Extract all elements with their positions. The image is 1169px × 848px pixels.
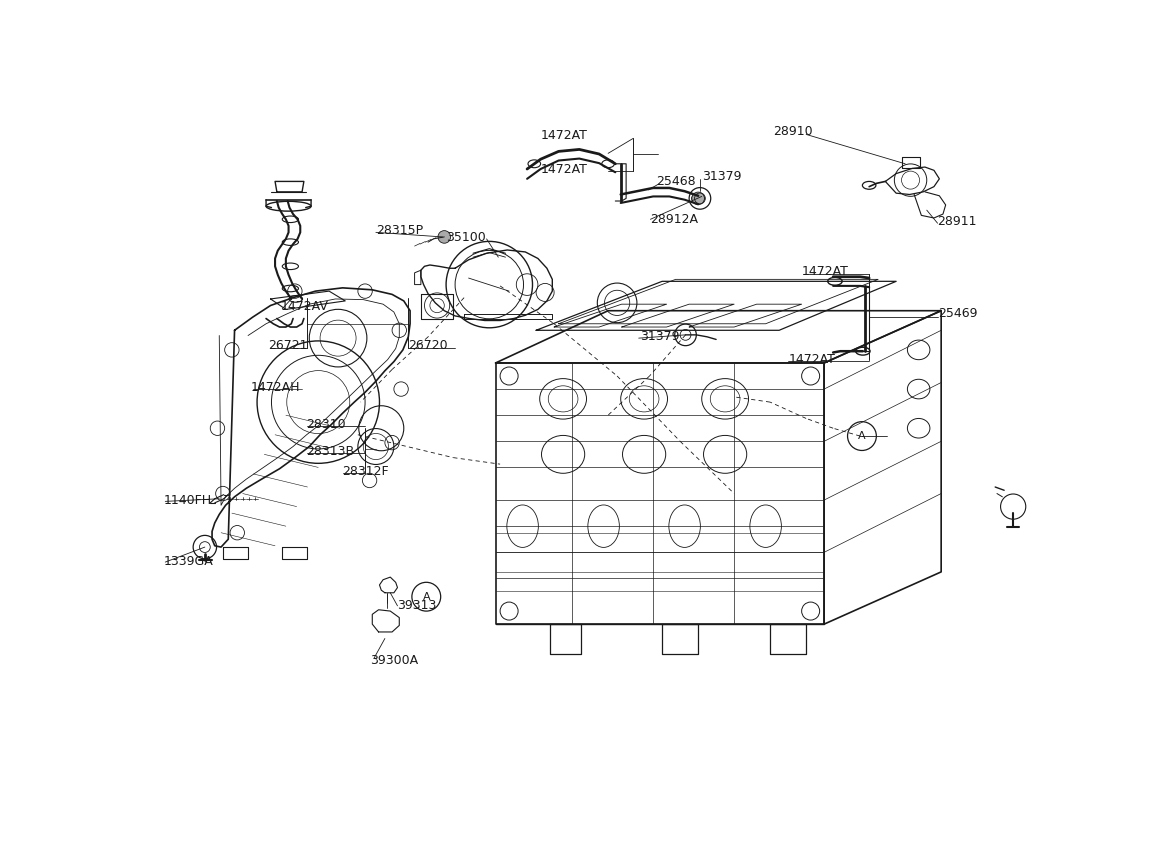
Text: 39300A: 39300A (371, 654, 419, 667)
Text: 28312F: 28312F (341, 466, 388, 478)
Text: 31379: 31379 (701, 170, 741, 182)
Text: 1339GA: 1339GA (164, 555, 213, 568)
Text: 35100: 35100 (447, 231, 486, 244)
Text: 1472AH: 1472AH (251, 382, 300, 394)
Text: 1472AT: 1472AT (789, 353, 836, 366)
Text: 1472AT: 1472AT (540, 129, 588, 142)
Text: 28911: 28911 (938, 215, 977, 228)
Text: 39313: 39313 (397, 600, 437, 612)
Text: 1140FH: 1140FH (164, 494, 212, 506)
Text: 25468: 25468 (656, 175, 696, 188)
Text: 1472AT: 1472AT (802, 265, 849, 278)
Text: 26721: 26721 (268, 339, 307, 353)
Text: A: A (422, 592, 430, 602)
Text: 28315P: 28315P (376, 224, 423, 237)
Text: 28313B: 28313B (306, 444, 354, 458)
Text: 26720: 26720 (408, 339, 448, 353)
Text: 28310: 28310 (306, 418, 346, 431)
Text: 31379: 31379 (639, 331, 679, 343)
Circle shape (438, 231, 450, 243)
Text: A: A (858, 431, 866, 441)
Circle shape (692, 192, 705, 204)
Text: 28910: 28910 (773, 126, 812, 138)
Text: 1472AV: 1472AV (281, 300, 328, 313)
Text: 25469: 25469 (939, 308, 978, 321)
Text: 28912A: 28912A (650, 213, 698, 226)
Text: 1472AT: 1472AT (540, 163, 588, 176)
